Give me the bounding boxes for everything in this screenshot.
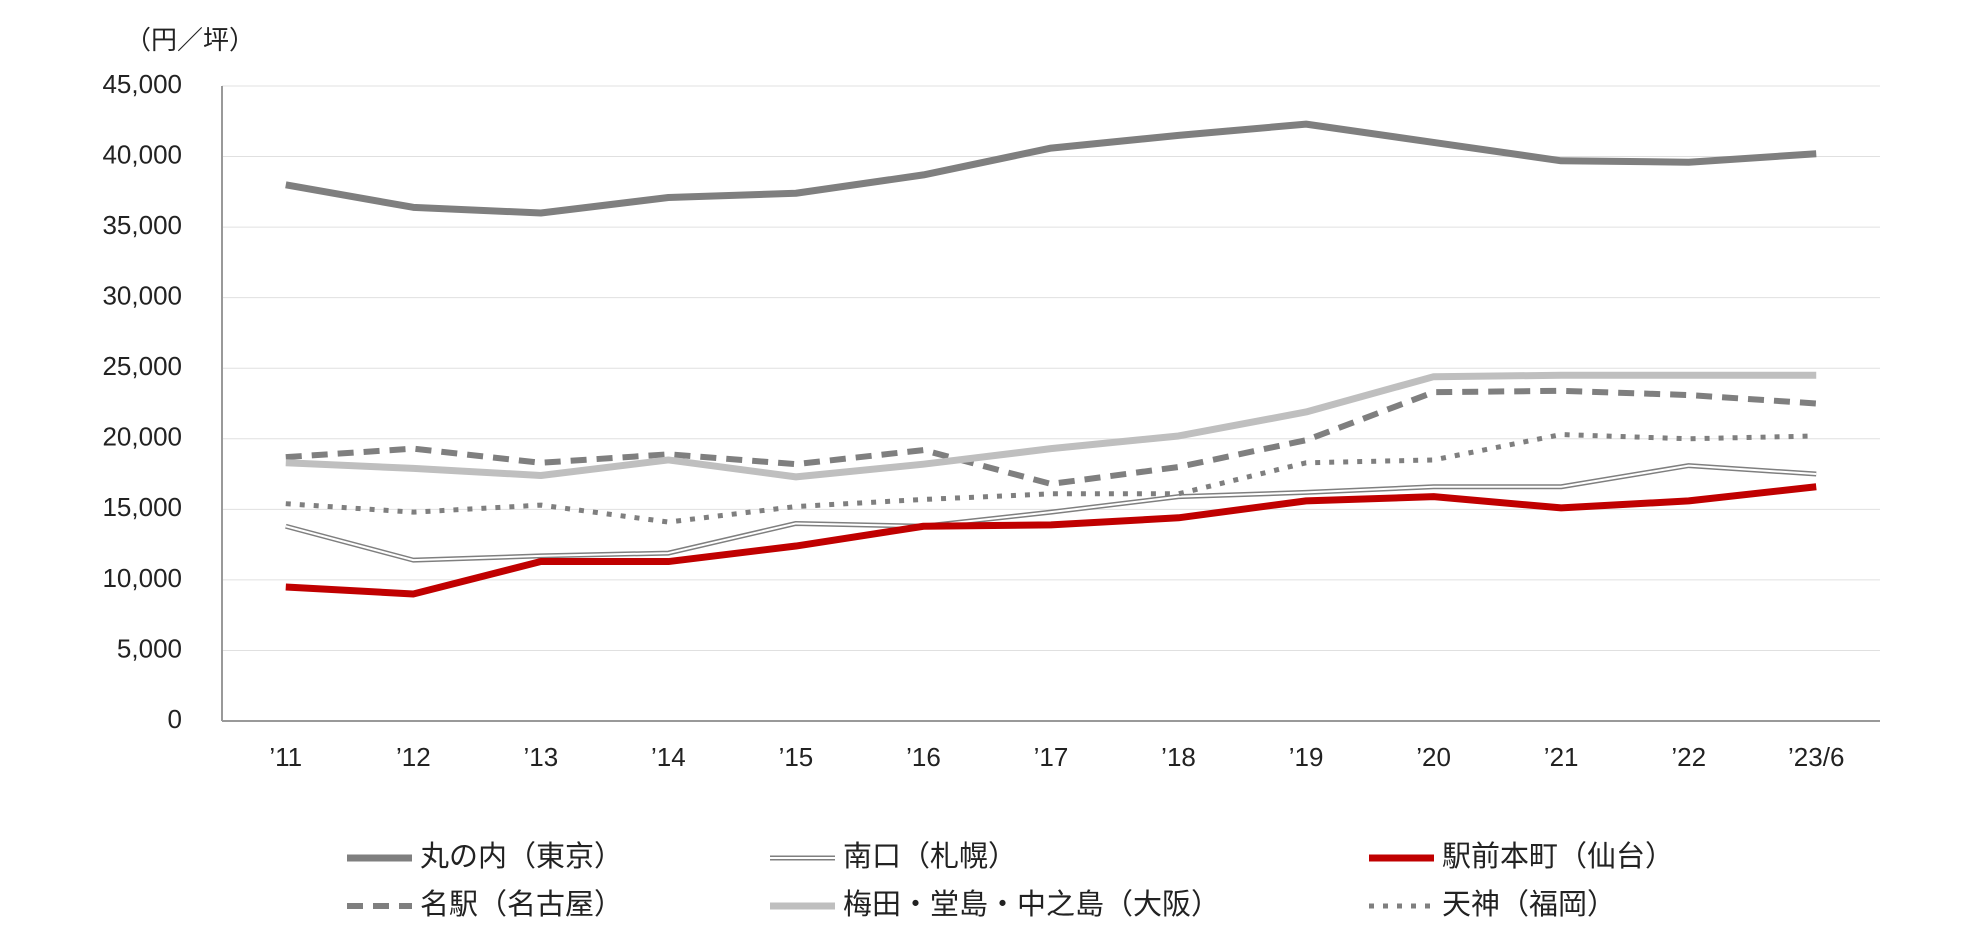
x-tick-label: ’22: [1671, 742, 1706, 772]
y-tick-label: 20,000: [102, 422, 182, 452]
series-line: [285, 120, 1817, 217]
x-tick-label: ’23/6: [1788, 742, 1844, 772]
x-tick-label: ’18: [1161, 742, 1196, 772]
series-line-inner: [285, 464, 1817, 562]
legend-label: 梅田・堂島・中之島（大阪）: [843, 887, 1220, 921]
legend-label: 天神（福岡）: [1442, 887, 1616, 921]
x-tick-label: ’21: [1544, 742, 1579, 772]
x-tick-label: ’16: [906, 742, 941, 772]
y-tick-label: 25,000: [102, 351, 182, 381]
y-tick-label: 15,000: [102, 492, 182, 522]
series-line: [285, 483, 1817, 598]
x-tick-label: ’11: [269, 742, 302, 772]
series-line: [285, 371, 1817, 481]
y-tick-label: 10,000: [102, 563, 182, 593]
y-tick-label: 40,000: [102, 139, 182, 169]
x-tick-label: ’13: [523, 742, 558, 772]
y-axis-label: （円／坪）: [125, 25, 255, 55]
x-tick-label: ’15: [779, 742, 814, 772]
x-tick-label: ’14: [651, 742, 686, 772]
y-tick-label: 45,000: [102, 69, 182, 99]
series-line: [285, 432, 1817, 525]
y-tick-label: 35,000: [102, 210, 182, 240]
legend-label: 丸の内（東京）: [420, 839, 623, 873]
legend-label: 駅前本町（仙台）: [1442, 839, 1674, 873]
y-tick-label: 0: [168, 704, 182, 734]
legend-label: 南口（札幌）: [843, 839, 1017, 873]
y-tick-label: 30,000: [102, 281, 182, 311]
y-tick-label: 5,000: [117, 633, 182, 663]
x-tick-label: ’17: [1034, 742, 1069, 772]
x-tick-label: ’19: [1289, 742, 1324, 772]
legend-label: 名駅（名古屋）: [420, 887, 623, 921]
x-tick-label: ’12: [396, 742, 431, 772]
x-tick-label: ’20: [1416, 742, 1451, 772]
series-line: [285, 387, 1817, 487]
